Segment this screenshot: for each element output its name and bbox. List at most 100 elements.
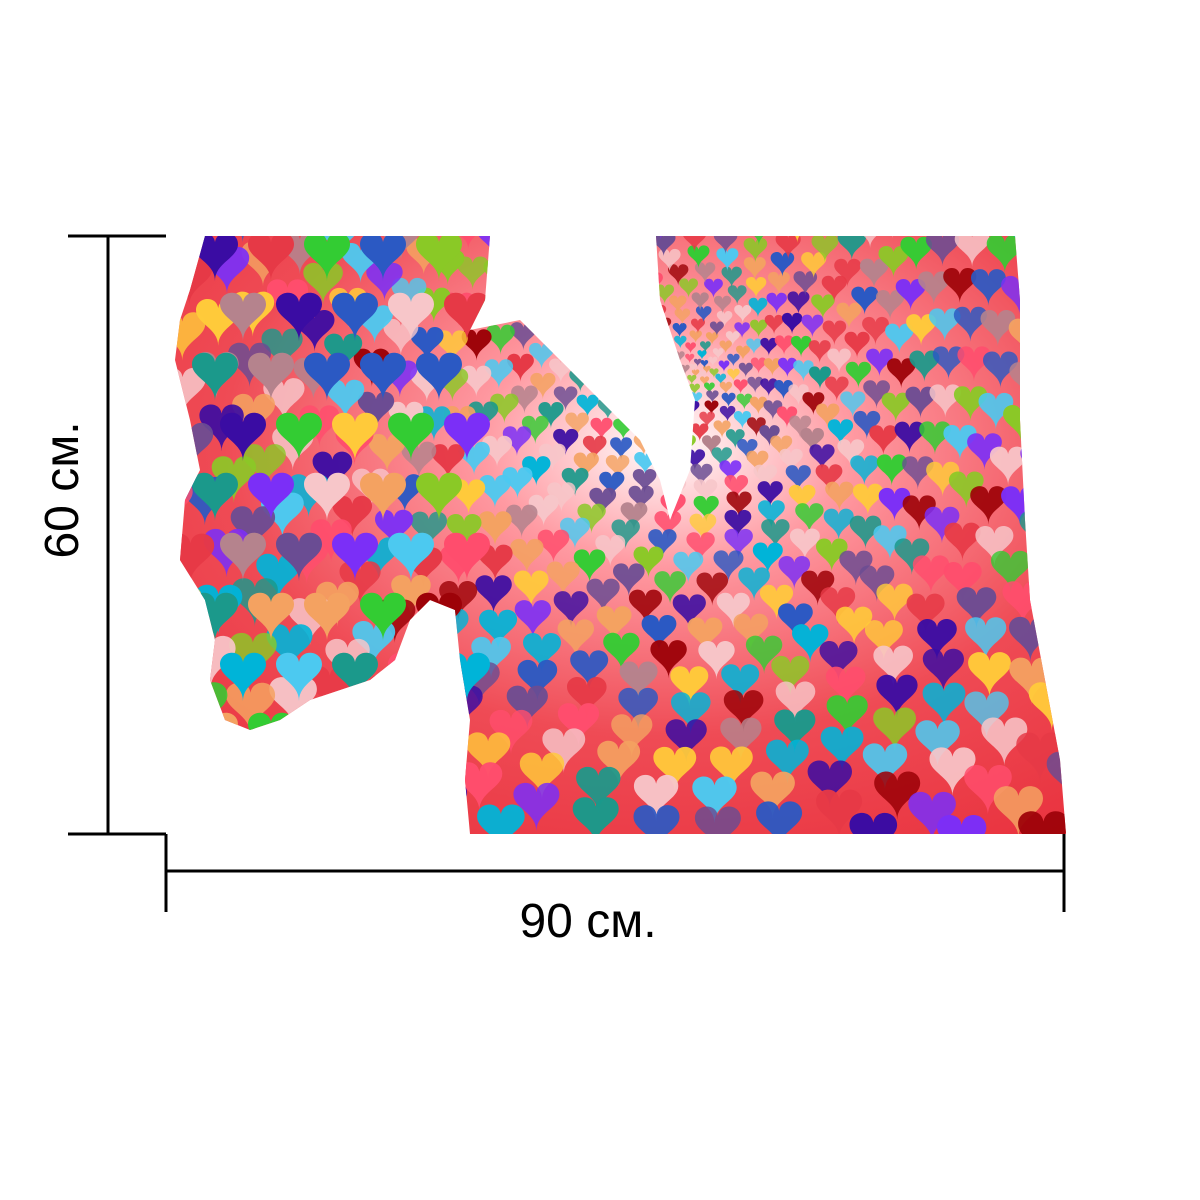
heart-icon (696, 572, 729, 606)
heart-icon (895, 278, 926, 311)
heart-icon (659, 361, 672, 375)
heart-icon (304, 472, 350, 522)
heart-icon (619, 357, 637, 376)
heart-icon (391, 277, 427, 315)
heart-icon (801, 252, 827, 279)
heart-icon (966, 196, 1002, 234)
heart-icon (303, 262, 343, 305)
heart-icon (918, 271, 950, 305)
heart-icon (734, 322, 750, 339)
heart-icon (679, 278, 698, 299)
heart-icon (465, 732, 511, 780)
heart-icon (725, 331, 740, 346)
heart-icon (597, 740, 641, 786)
heart-icon (764, 314, 784, 335)
heart-icon (479, 609, 518, 650)
heart-icon (863, 380, 890, 409)
heart-icon (770, 435, 793, 459)
heart-icon (809, 236, 839, 237)
heart-icon (175, 632, 190, 686)
heart-icon (266, 624, 313, 673)
heart-icon (611, 714, 653, 758)
heart-icon (597, 258, 621, 283)
heart-icon (712, 348, 724, 360)
heart-icon (269, 677, 317, 728)
heart-icon (849, 515, 882, 549)
heart-icon (310, 519, 352, 563)
heart-icon (716, 310, 733, 328)
heart-icon (900, 236, 932, 270)
heart-icon (929, 747, 976, 796)
heart-icon (1032, 398, 1066, 439)
heart-icon (530, 372, 556, 400)
heart-icon (648, 529, 677, 559)
heart-icon (661, 460, 684, 485)
heart-icon (749, 396, 767, 415)
heart-icon (670, 364, 682, 376)
heart-icon (590, 417, 613, 441)
heart-icon (650, 640, 687, 679)
heart-icon (276, 412, 322, 462)
heart-icon (607, 333, 626, 354)
heart-icon (778, 603, 813, 640)
heart-icon (716, 592, 750, 628)
heart-icon (674, 387, 687, 401)
heart-icon (416, 472, 462, 522)
heart-icon (727, 368, 740, 382)
heart-icon (622, 377, 640, 397)
heart-icon (733, 613, 769, 651)
heart-icon (628, 589, 663, 625)
heart-icon (721, 664, 760, 705)
heart-icon (826, 695, 868, 739)
heart-icon (836, 302, 862, 330)
heart-icon (504, 236, 535, 260)
heart-icon (685, 342, 696, 354)
heart-icon (875, 289, 905, 320)
heart-icon (192, 352, 238, 402)
heart-icon (700, 376, 710, 387)
heart-icon (715, 373, 727, 385)
heart-icon (853, 410, 881, 440)
heart-icon (416, 236, 462, 282)
heart-icon (980, 309, 1016, 347)
heart-icon (691, 423, 709, 442)
heart-icon (534, 313, 560, 340)
heart-icon (698, 370, 707, 379)
heart-icon (682, 236, 707, 253)
heart-icon (332, 412, 378, 462)
heart-icon (837, 439, 865, 468)
heart-icon (1057, 421, 1066, 464)
heart-icon (588, 293, 611, 317)
heart-icon (557, 619, 594, 658)
heart-icon (811, 294, 835, 320)
heart-icon (763, 358, 781, 377)
heart-icon (175, 765, 202, 820)
heart-icon (766, 739, 809, 785)
heart-icon (781, 312, 803, 335)
heart-icon (747, 417, 766, 437)
heart-icon (699, 411, 715, 429)
heart-icon (649, 304, 667, 323)
heart-icon (811, 236, 839, 263)
heart-icon (878, 246, 909, 278)
heart-icon (734, 305, 752, 324)
heart-icon (943, 425, 977, 460)
heart-icon (689, 330, 702, 344)
heart-icon (689, 513, 717, 542)
heart-icon (714, 236, 740, 238)
heart-icon (837, 236, 866, 261)
heart-icon (258, 236, 302, 238)
heart-icon (845, 361, 871, 389)
heart-icon (674, 335, 687, 349)
heart-icon (745, 276, 767, 299)
heart-icon (606, 378, 626, 398)
heart-icon (1034, 541, 1066, 585)
heart-icon (332, 532, 378, 582)
heart-icon (320, 763, 370, 816)
heart-icon (490, 393, 519, 424)
heart-icon (989, 446, 1027, 485)
heart-icon (641, 332, 658, 349)
heart-icon (929, 308, 961, 342)
heart-icon (704, 278, 723, 299)
heart-icon (840, 391, 866, 418)
